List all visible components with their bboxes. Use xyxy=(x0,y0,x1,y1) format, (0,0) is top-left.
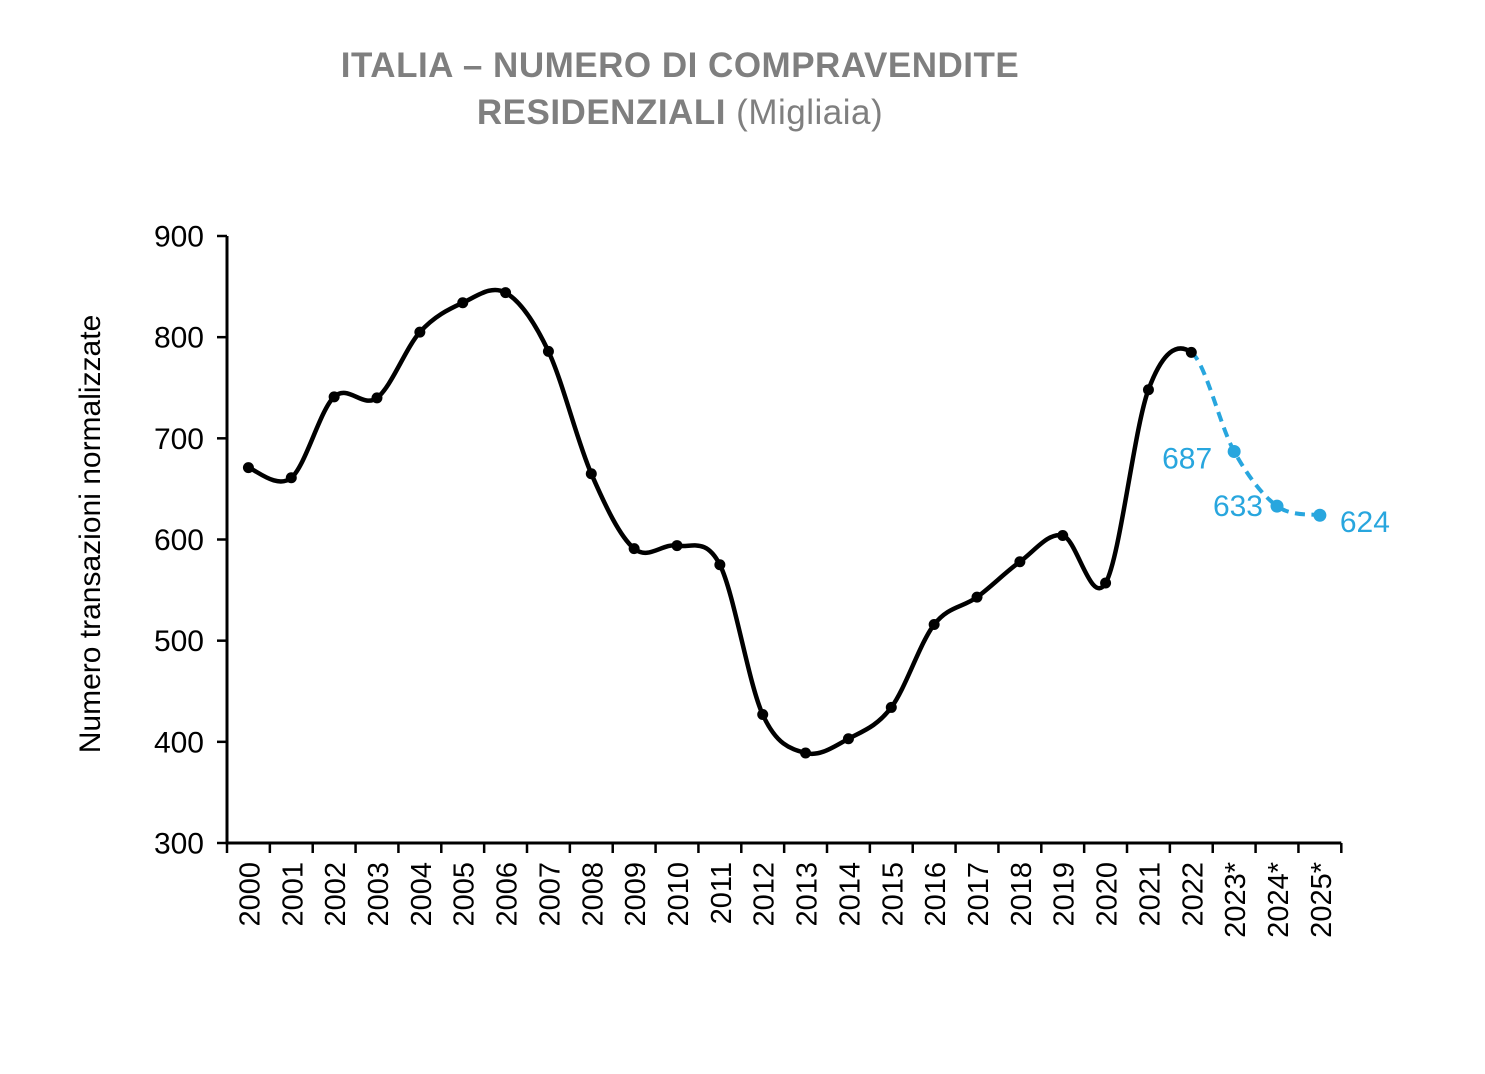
x-tick-label-group: 2020 xyxy=(1092,862,1124,927)
x-tick-label-group: 2016 xyxy=(920,862,952,927)
x-tick-label-group: 2022 xyxy=(1177,862,1209,927)
x-tick-label: 2011 xyxy=(706,862,738,924)
forecast-point-2023* xyxy=(1227,444,1241,458)
y-tick-label: 500 xyxy=(154,625,204,658)
data-point-2005 xyxy=(457,297,469,309)
data-point-2022 xyxy=(1185,346,1197,358)
x-tick-label: 2015 xyxy=(877,862,909,927)
x-tick-label: 2000 xyxy=(234,862,266,927)
data-point-2009 xyxy=(628,543,640,555)
data-point-2019 xyxy=(1057,529,1069,541)
x-tick-label: 2025* xyxy=(1306,862,1338,938)
x-tick-label-group: 2023* xyxy=(1220,862,1252,938)
x-tick-label-group: 2014 xyxy=(834,862,866,927)
data-point-2008 xyxy=(585,468,597,480)
x-tick-label: 2020 xyxy=(1092,862,1124,927)
x-tick-label: 2023* xyxy=(1220,862,1252,938)
x-tick-label: 2017 xyxy=(963,862,995,927)
x-tick-label-group: 2003 xyxy=(363,862,395,927)
data-point-2002 xyxy=(328,391,340,403)
x-tick-label: 2018 xyxy=(1006,862,1038,927)
data-point-2001 xyxy=(285,472,297,484)
x-tick-label: 2021 xyxy=(1134,862,1166,927)
y-axis-title: Numero transazioni normalizzate xyxy=(74,315,107,754)
chart-title-line2: RESIDENZIALI (Migliaia) xyxy=(0,89,1360,136)
forecast-point-2025* xyxy=(1313,508,1327,522)
x-tick-label: 2008 xyxy=(577,862,609,927)
y-tick-label: 300 xyxy=(154,828,204,861)
chart-title: ITALIA – NUMERO DI COMPRAVENDITE RESIDEN… xyxy=(0,42,1360,136)
y-tick-label: 600 xyxy=(154,524,204,557)
chart-title-line2-subtitle: (Migliaia) xyxy=(725,93,884,132)
data-point-2004 xyxy=(414,326,426,338)
x-tick-label: 2010 xyxy=(663,862,695,927)
x-tick-label: 2005 xyxy=(449,862,481,927)
data-point-2007 xyxy=(542,345,554,357)
x-tick-label: 2004 xyxy=(406,862,438,927)
x-tick-label: 2013 xyxy=(792,862,824,927)
x-tick-label-group: 2004 xyxy=(406,862,438,927)
data-point-2000 xyxy=(242,462,254,474)
data-point-2020 xyxy=(1100,577,1112,589)
y-tick-label: 400 xyxy=(154,726,204,759)
data-point-2017 xyxy=(971,591,983,603)
data-point-2012 xyxy=(757,709,769,721)
x-tick-label-group: 2018 xyxy=(1006,862,1038,927)
x-tick-label: 2014 xyxy=(834,862,866,927)
y-tick-label: 900 xyxy=(154,221,204,254)
x-tick-label-group: 2008 xyxy=(577,862,609,927)
x-tick-label-group: 2000 xyxy=(234,862,266,927)
x-tick-label-group: 2006 xyxy=(492,862,524,927)
x-tick-label-group: 2021 xyxy=(1134,862,1166,927)
x-tick-label: 2006 xyxy=(492,862,524,927)
x-tick-label: 2003 xyxy=(363,862,395,927)
x-tick-label: 2002 xyxy=(320,862,352,927)
x-tick-label-group: 2011 xyxy=(706,862,738,924)
x-tick-label-group: 2017 xyxy=(963,862,995,927)
data-point-2021 xyxy=(1142,384,1154,396)
forecast-label-2025*: 624 xyxy=(1340,506,1390,539)
x-tick-label: 2012 xyxy=(749,862,781,927)
x-tick-label: 2022 xyxy=(1177,862,1209,927)
x-tick-label-group: 2024* xyxy=(1263,862,1295,938)
x-tick-label-group: 2025* xyxy=(1306,862,1338,938)
data-point-2011 xyxy=(714,559,726,571)
x-tick-label: 2024* xyxy=(1263,862,1295,938)
x-tick-label: 2009 xyxy=(620,862,652,927)
data-point-2018 xyxy=(1014,556,1026,568)
y-tick-label: 800 xyxy=(154,322,204,355)
x-tick-label: 2019 xyxy=(1049,862,1081,927)
x-tick-label-group: 2019 xyxy=(1049,862,1081,927)
x-tick-label-group: 2012 xyxy=(749,862,781,927)
data-point-2016 xyxy=(928,618,940,630)
data-point-2006 xyxy=(500,287,512,299)
data-point-2013 xyxy=(800,747,812,759)
data-point-2014 xyxy=(842,733,854,745)
x-tick-label-group: 2013 xyxy=(792,862,824,927)
x-tick-label-group: 2007 xyxy=(534,862,566,927)
x-tick-label-group: 2005 xyxy=(449,862,481,927)
x-tick-label: 2007 xyxy=(534,862,566,927)
chart-title-line1: ITALIA – NUMERO DI COMPRAVENDITE xyxy=(340,46,1020,85)
x-tick-label: 2001 xyxy=(277,862,309,927)
data-point-2010 xyxy=(671,540,683,552)
forecast-label-2023*: 687 xyxy=(1162,442,1212,475)
data-point-2003 xyxy=(371,392,383,404)
x-tick-label: 2016 xyxy=(920,862,952,927)
x-tick-label-group: 2002 xyxy=(320,862,352,927)
y-tick-label: 700 xyxy=(154,423,204,456)
x-tick-label-group: 2015 xyxy=(877,862,909,927)
forecast-series-path xyxy=(1189,350,1321,518)
actual-series-path xyxy=(247,287,1193,757)
x-tick-label-group: 2010 xyxy=(663,862,695,927)
forecast-label-2024*: 633 xyxy=(1213,490,1263,523)
x-tick-label-group: 2009 xyxy=(620,862,652,927)
forecast-point-2024* xyxy=(1270,499,1284,513)
data-point-2015 xyxy=(885,701,897,713)
chart-title-line2-bold: RESIDENZIALI xyxy=(476,93,726,132)
x-tick-label-group: 2001 xyxy=(277,862,309,927)
